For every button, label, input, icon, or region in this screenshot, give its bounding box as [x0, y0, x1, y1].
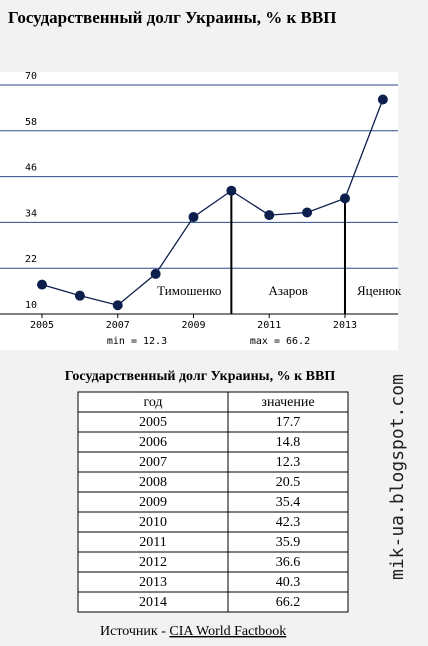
- period-label: Азаров: [268, 283, 307, 298]
- period-label: Яценюк: [357, 283, 402, 298]
- table-year: 2008: [139, 475, 167, 490]
- table-title: Государственный долг Украины, % к ВВП: [65, 369, 336, 384]
- period-label: Тимошенко: [157, 283, 221, 298]
- y-tick-label: 10: [25, 300, 37, 311]
- table-year: 2006: [139, 435, 167, 450]
- y-tick-label: 22: [25, 254, 37, 265]
- y-tick-label: 70: [25, 71, 37, 82]
- point: [226, 185, 237, 196]
- table-value: 42.3: [276, 515, 301, 530]
- table-value: 20.5: [276, 475, 301, 490]
- y-tick-label: 58: [25, 117, 37, 128]
- min-label: min = 12.3: [107, 336, 167, 347]
- page-title: Государственный долг Украины, % к ВВП: [8, 8, 336, 27]
- point: [37, 279, 47, 290]
- table-frame: [77, 391, 349, 613]
- table-year: 2011: [139, 535, 166, 550]
- source-prefix: Источник -: [100, 624, 169, 639]
- point: [188, 212, 199, 223]
- table-header: год: [143, 395, 162, 410]
- table-year: 2013: [139, 575, 167, 590]
- max-label: max = 66.2: [250, 336, 310, 347]
- source: Источник - CIA World Factbook: [100, 624, 286, 639]
- point: [302, 207, 313, 218]
- point: [74, 290, 85, 301]
- source-link[interactable]: CIA World Factbook: [169, 624, 286, 639]
- table-year: 2007: [139, 455, 167, 470]
- x-tick-label: 2013: [333, 320, 357, 331]
- point: [150, 268, 161, 279]
- table-value: 17.7: [276, 415, 301, 430]
- line: [41, 99, 384, 306]
- table-value: 35.9: [276, 535, 301, 550]
- table-value: 14.8: [276, 435, 301, 450]
- table-value: 66.2: [276, 595, 301, 610]
- point: [339, 193, 350, 204]
- x-tick-label: 2005: [30, 320, 54, 331]
- table-year: 2010: [139, 515, 167, 530]
- table-header: значение: [261, 395, 314, 410]
- table-year: 2012: [139, 555, 167, 570]
- table-value: 12.3: [276, 455, 301, 470]
- table-value: 36.6: [276, 555, 301, 570]
- y-tick-label: 46: [25, 163, 37, 174]
- x-tick-label: 2007: [106, 320, 130, 331]
- table-value: 40.3: [276, 575, 301, 590]
- x-tick-label: 2011: [257, 320, 281, 331]
- point: [377, 94, 388, 105]
- watermark: mik-ua.blogspot.com: [387, 374, 408, 580]
- x-tick-label: 2009: [181, 320, 205, 331]
- table-year: 2014: [139, 595, 167, 610]
- table-value: 35.4: [276, 495, 301, 510]
- y-tick-label: 34: [25, 208, 37, 219]
- table-year: 2009: [139, 495, 167, 510]
- chart-background: [0, 72, 398, 350]
- point: [264, 210, 275, 221]
- point: [112, 300, 123, 311]
- table-year: 2005: [139, 415, 167, 430]
